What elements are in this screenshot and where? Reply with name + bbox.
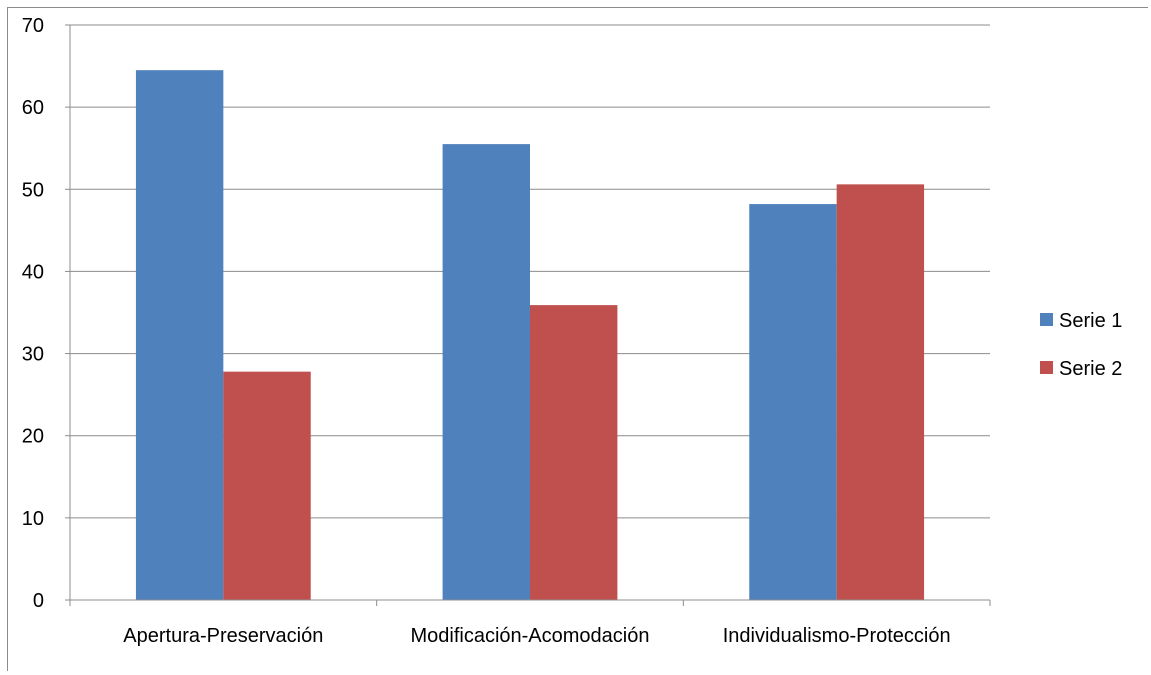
legend-label: Serie 2 — [1059, 358, 1122, 380]
bar-2-1 — [223, 371, 311, 600]
bar-1-1 — [135, 70, 224, 600]
axes — [65, 24, 991, 606]
y-tick-label: 40 — [22, 261, 44, 283]
bar-2-2 — [530, 305, 618, 600]
y-tick-label: 10 — [22, 508, 44, 530]
bar-1-2 — [442, 144, 530, 600]
bars — [135, 70, 925, 601]
x-tick-labels: Apertura-Preservación Modificación-Acomod… — [123, 625, 950, 647]
x-tick-label: Modificación-Acomodación — [410, 625, 649, 647]
legend: Serie 1 Serie 2 — [1040, 310, 1122, 380]
x-tick-label: Individualismo-Protección — [723, 625, 951, 647]
legend-label: Serie 1 — [1059, 310, 1122, 332]
y-tick-label: 60 — [22, 97, 44, 119]
legend-swatch — [1040, 313, 1053, 326]
y-tick-label: 70 — [22, 15, 44, 37]
bar-1-3 — [749, 204, 837, 601]
legend-swatch — [1040, 361, 1053, 374]
y-tick-labels: 0 10 20 30 40 50 60 70 — [22, 15, 44, 612]
x-tick-label: Apertura-Preservación — [123, 625, 323, 647]
bar-2-3 — [836, 184, 925, 600]
y-tick-label: 20 — [22, 426, 44, 448]
y-tick-label: 30 — [22, 344, 44, 366]
y-tick-label: 0 — [33, 590, 44, 612]
y-tick-label: 50 — [22, 179, 44, 201]
